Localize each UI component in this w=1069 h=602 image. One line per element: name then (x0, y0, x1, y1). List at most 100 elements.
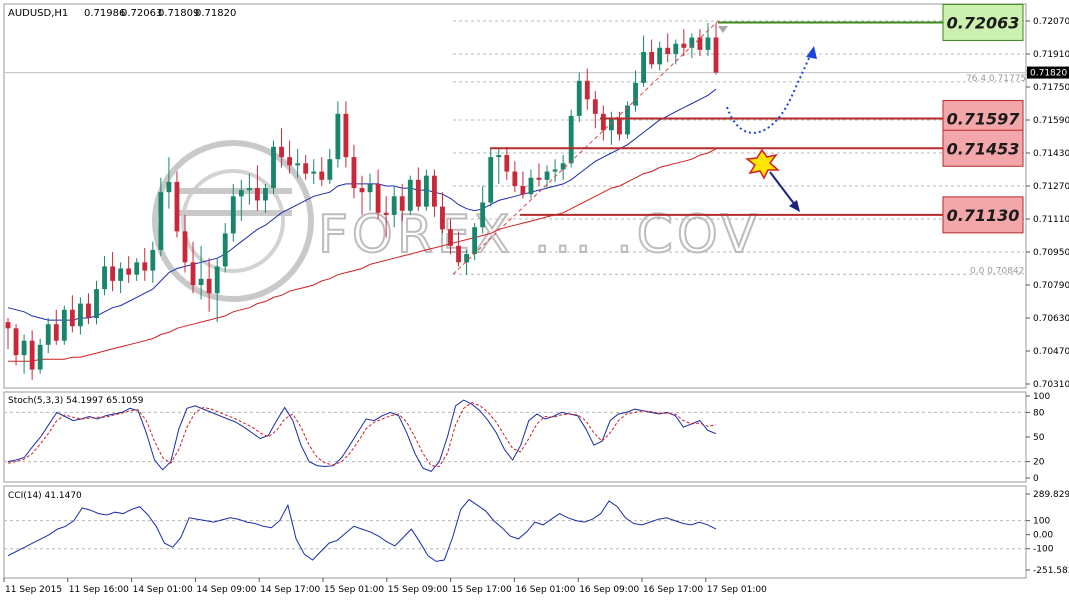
candle-body (472, 227, 478, 255)
cci-pane[interactable] (3, 485, 1027, 579)
candle-body (367, 183, 373, 193)
stoch-tick-label: 100 (1033, 392, 1050, 402)
level-box (942, 3, 1024, 41)
candle-body (222, 233, 228, 267)
cci-tick-label: 100 (1033, 517, 1050, 527)
level-lines[interactable]: 0.72063 0.71597 0.71453 0.71130 (490, 3, 1024, 234)
time-tick-label: 15 Sep 01:00 (324, 585, 384, 595)
stochastic-header: Stoch(5,3,3) 54.1997 65.1059 (8, 396, 144, 406)
candle-body (61, 309, 67, 341)
time-tick-label: 14 Sep 17:00 (260, 585, 320, 595)
price-tick-label: 0.70790 (1033, 281, 1069, 291)
candle-body (375, 183, 381, 213)
candle-body (182, 231, 188, 263)
candle-body (480, 202, 486, 228)
candle-body (399, 196, 405, 211)
candle-body (77, 303, 83, 327)
chart-symbol-header: AUDUSD,H1 (8, 8, 68, 19)
candle-body (142, 262, 148, 271)
candle-body (335, 113, 341, 160)
slow-moving-average-line (8, 148, 717, 362)
cci-tick-label: 289.8292 (1033, 490, 1069, 500)
time-tick-label: 11 Sep 2015 (5, 585, 62, 595)
time-tick-label: 16 Sep 17:00 (643, 585, 703, 595)
cci-tick-label: -100 (1033, 545, 1054, 555)
breakout-burst-icon (745, 148, 780, 180)
level-box (942, 129, 1024, 167)
candle-body (29, 340, 35, 370)
candle-body (86, 303, 91, 318)
candlestick-series (5, 23, 719, 380)
stoch-tick-label: 0 (1033, 474, 1039, 484)
candle-body (552, 169, 558, 172)
chart-shift-marker-icon (718, 26, 728, 33)
level-box-label: 0.72063 (947, 13, 1020, 32)
candle-body (665, 47, 671, 54)
candle-body (641, 51, 647, 83)
candle-body (13, 328, 19, 356)
price-tick-label: 0.71110 (1033, 215, 1069, 225)
candle-body (584, 80, 590, 100)
candle-body (45, 324, 51, 345)
candle-body (415, 179, 421, 207)
candle-body (21, 340, 27, 356)
candle-body (214, 266, 220, 294)
stochastic-pane[interactable] (3, 391, 1027, 483)
candle-body (351, 157, 357, 189)
candle-body (512, 171, 518, 186)
candle-body (102, 266, 107, 290)
stoch-main-line (7, 399, 717, 472)
time-axis: 11 Sep 2015 11 Sep 16:00 14 Sep 01:00 14 Se… (3, 578, 767, 595)
fib-level-0-label: 0.0 0.70842 (970, 266, 1024, 276)
candle-body (705, 37, 711, 50)
candle-body (5, 322, 11, 329)
candle-body (359, 188, 365, 193)
ohlc-low: 0.71809 (158, 8, 199, 19)
candle-body (431, 175, 437, 207)
candle-body (158, 192, 164, 250)
candle-body (520, 186, 526, 195)
price-tick-label: 0.70310 (1033, 380, 1069, 390)
candle-body (608, 117, 614, 131)
candle-body (383, 212, 389, 215)
candle-body (407, 179, 413, 211)
price-tick-label: 0.71910 (1033, 50, 1069, 60)
candle-body (174, 181, 180, 232)
candle-body (190, 262, 196, 285)
time-tick-label: 11 Sep 16:00 (69, 585, 129, 595)
level-box-label: 0.71453 (947, 139, 1020, 158)
candle-body (246, 188, 252, 191)
time-tick-label: 16 Sep 09:00 (579, 585, 639, 595)
time-tick-label: 15 Sep 17:00 (452, 585, 512, 595)
candle-body (319, 171, 325, 180)
candle-body (464, 254, 470, 263)
candle-body (681, 43, 687, 48)
cci-tick-label: -251.583 (1033, 566, 1069, 576)
price-tick-label: 0.71270 (1033, 182, 1069, 192)
candle-body (440, 206, 445, 230)
projected-path-arrow (726, 55, 811, 134)
candle-body (110, 266, 116, 281)
candle-body (327, 159, 333, 180)
candle-body (37, 344, 43, 370)
candle-body (303, 163, 309, 174)
price-tick-label: 0.72070 (1033, 17, 1069, 27)
candle-body (560, 163, 566, 170)
candle-body (166, 181, 172, 193)
candle-body (488, 157, 494, 203)
candle-body (657, 47, 663, 65)
candle-body (343, 113, 349, 158)
time-tick-label: 14 Sep 01:00 (133, 585, 193, 595)
candle-body (528, 177, 534, 195)
candle-body (206, 278, 212, 294)
cci-header: CCI(14) 41.1470 (8, 491, 82, 501)
candle-body (592, 99, 598, 114)
candle-body (287, 157, 293, 166)
current-price-label: 0.71820 (1030, 69, 1067, 79)
time-tick-label: 16 Sep 01:00 (515, 585, 575, 595)
level-box (942, 196, 1024, 234)
time-tick-label: 17 Sep 01:00 (707, 585, 767, 595)
candle-body (126, 268, 132, 275)
candle-body (448, 229, 453, 246)
